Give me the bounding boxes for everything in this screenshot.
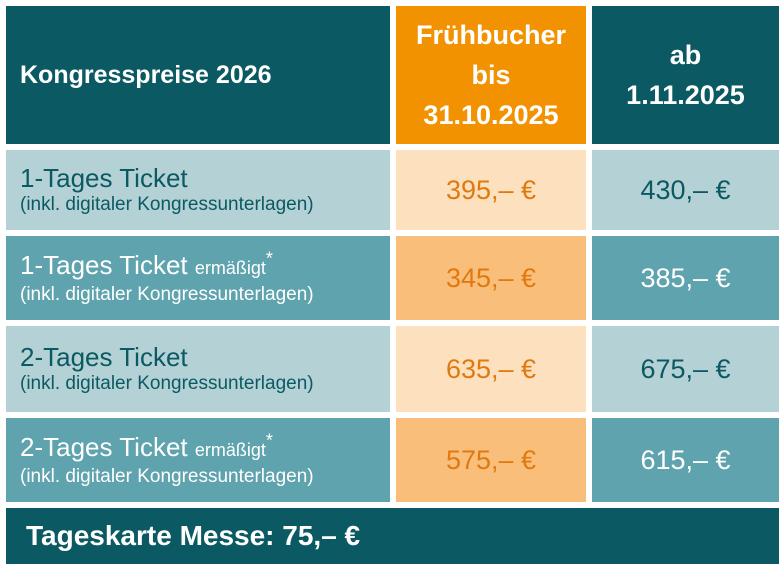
reduced-label: ermäßigt [194,257,266,278]
early-price-cell: 345,– € [396,236,586,320]
table-row-label: 2-Tages Ticket ermäßigt* (inkl. digitale… [6,418,390,502]
early-price: 395,– € [445,174,537,205]
table-header-regular: ab 1.11.2025 [592,6,779,144]
ticket-note: (inkl. digitaler Kongressunterlagen) [20,194,314,215]
regular-price-cell: 430,– € [592,150,779,230]
early-price: 635,– € [445,353,537,384]
regular-price-cell: 615,– € [592,418,779,502]
exhibition-day-pass: Tageskarte Messe: 75,– € [6,508,779,564]
table-header-title: Kongresspreise 2026 [6,6,390,144]
ticket-title: 1-Tages Ticket [20,163,188,193]
regular-date: 1.11.2025 [626,80,745,110]
table-row-label: 1-Tages Ticket ermäßigt* (inkl. digitale… [6,236,390,320]
early-bird-until: bis [471,60,511,90]
early-bird-date: 31.10.2025 [423,100,559,130]
footnote-star: * [265,247,273,268]
early-price-cell: 635,– € [396,326,586,412]
ticket-note: (inkl. digitaler Kongressunterlagen) [20,465,314,487]
early-price-cell: 575,– € [396,418,586,502]
ticket-title: 2-Tages Ticket [20,431,188,462]
table-row-label: 2-Tages Ticket (inkl. digitaler Kongress… [6,326,390,412]
table-header-early-bird: Frühbucher bis 31.10.2025 [396,6,586,144]
reduced-label: ermäßigt [194,439,266,460]
regular-price: 430,– € [640,174,731,205]
early-price-cell: 395,– € [396,150,586,230]
early-price: 345,– € [445,262,537,293]
regular-price: 385,– € [640,262,731,293]
regular-price-cell: 675,– € [592,326,779,412]
ticket-title: 2-Tages Ticket [20,342,188,372]
ticket-name: 2-Tages Ticket [20,342,188,372]
regular-from-label: ab [669,40,702,70]
ticket-note: (inkl. digitaler Kongressunterlagen) [20,283,314,305]
ticket-name: 1-Tages Ticket [20,163,188,193]
table-row-label: 1-Tages Ticket (inkl. digitaler Kongress… [6,150,390,230]
regular-price: 615,– € [640,444,731,475]
footnote-star: * [265,429,273,450]
ticket-note: (inkl. digitaler Kongressunterlagen) [20,373,314,394]
regular-price: 675,– € [640,353,731,384]
regular-price-cell: 385,– € [592,236,779,320]
header-title-text: Kongresspreise 2026 [20,60,272,89]
early-bird-label: Frühbucher [415,20,566,50]
exhibition-day-pass-text: Tageskarte Messe: 75,– € [26,520,361,551]
ticket-name: 1-Tages Ticket ermäßigt* [20,247,273,283]
early-price: 575,– € [445,444,537,475]
ticket-title: 1-Tages Ticket [20,249,188,280]
ticket-name: 2-Tages Ticket ermäßigt* [20,429,273,465]
